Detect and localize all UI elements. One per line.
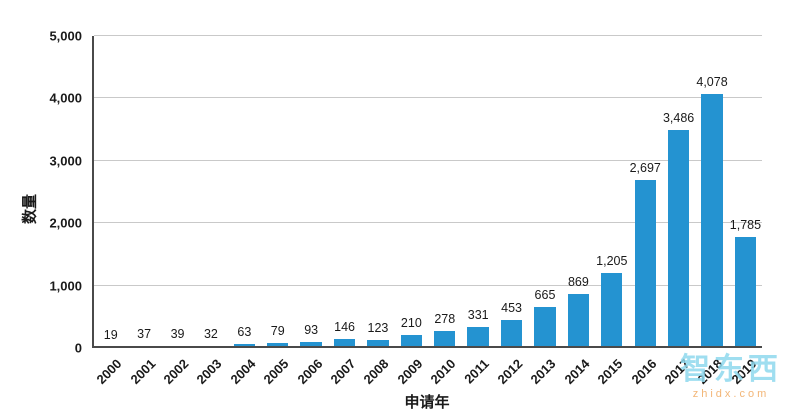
x-tick-label: 2014: [561, 356, 593, 388]
bar-slot: 79 2005: [261, 36, 294, 387]
value-label: 63: [237, 325, 252, 340]
bar-2007: [333, 338, 356, 348]
x-tick-label: 2018: [694, 356, 726, 388]
bar-slot: 39 2002: [160, 36, 194, 387]
bar-slot: 93 2006: [294, 36, 327, 387]
value-label: 453: [501, 300, 523, 315]
x-tick-label: 2007: [327, 356, 359, 388]
bar-2014: [567, 293, 590, 348]
bar-slot: 19 2000: [94, 36, 127, 387]
x-tick-label: 2006: [294, 356, 326, 388]
bar-2019: [734, 236, 757, 348]
bar-slot: 665 2013: [528, 36, 561, 388]
x-tick-label: 2015: [594, 356, 626, 388]
x-axis-label: 申请年: [404, 394, 450, 411]
y-tick-label: 1,000: [49, 278, 82, 294]
y-tick-label: 5,000: [49, 28, 82, 44]
y-axis-label: 数量: [21, 193, 39, 225]
value-label: 665: [534, 287, 556, 302]
x-tick-label: 2013: [527, 356, 559, 388]
gridline: [94, 97, 762, 99]
bar-slot: 869 2014: [561, 36, 595, 387]
value-label: 39: [170, 326, 185, 341]
value-label: 3,486: [662, 111, 695, 126]
bar-2008: [367, 340, 389, 348]
x-tick-label: 2017: [661, 356, 693, 388]
x-tick-label: 2009: [394, 356, 426, 388]
y-tick-label: 4,000: [49, 90, 82, 106]
bar-slot: 210 2009: [394, 36, 428, 387]
bar-2016: [634, 179, 656, 348]
gridline: [94, 159, 762, 161]
bar-slot: 32 2003: [194, 36, 227, 387]
bar-2017: [667, 130, 690, 348]
gridline: [94, 284, 762, 286]
y-tick-label: 3,000: [49, 153, 82, 169]
value-label: 331: [467, 308, 489, 323]
value-label: 19: [103, 327, 118, 342]
y-tick-label: 0: [74, 340, 82, 356]
x-tick-label: 2012: [494, 356, 526, 388]
x-tick-label: 2016: [628, 356, 660, 388]
gridline: [94, 35, 762, 36]
bar-slot: 453 2012: [494, 36, 528, 387]
x-tick-label: 2001: [127, 356, 159, 388]
x-tick-label: 2002: [160, 356, 192, 388]
plot-area: 19 2000 37 2001 39 2002 32 2003 63 2004 79 2005 93 20…: [49, 29, 762, 388]
bar-slot: 146 2007: [327, 36, 361, 387]
bar-2015: [601, 272, 623, 348]
x-tick-label: 2005: [260, 356, 292, 388]
bar-slot: 4,078 2018: [695, 36, 728, 388]
bar-slot: 37 2001: [127, 36, 160, 387]
bar-2009: [400, 334, 423, 348]
bar-2006: [300, 342, 322, 348]
bar-slot: 278 2010: [428, 36, 461, 387]
gridline: [94, 222, 762, 224]
value-label: 1,205: [596, 253, 628, 268]
x-tick-label: 2011: [461, 356, 493, 387]
value-label: 32: [203, 327, 218, 342]
bars-container: 19 2000 37 2001 39 2002 32 2003 63 2004 79 2005 93 20…: [94, 36, 762, 388]
x-axis-line: [94, 346, 762, 348]
bar-slot: 63 2004: [227, 36, 261, 387]
x-tick-label: 2010: [427, 356, 459, 388]
bar-2010: [434, 330, 456, 348]
value-label: 123: [367, 321, 389, 336]
bar-slot: 123 2008: [361, 36, 394, 387]
y-tick-label: 2,000: [49, 215, 82, 231]
value-label: 278: [434, 311, 456, 326]
value-label: 93: [304, 323, 319, 338]
x-tick-label: 2003: [193, 356, 225, 388]
value-label: 210: [400, 315, 422, 330]
x-tick-label: 2019: [728, 356, 760, 388]
value-label: 146: [334, 319, 355, 334]
x-tick-label: 2004: [227, 356, 259, 388]
bar-2005: [267, 343, 289, 348]
value-label: 2,697: [629, 160, 661, 175]
bar-2012: [500, 319, 523, 348]
value-label: 4,078: [696, 74, 728, 89]
value-label: 1,785: [729, 217, 762, 232]
bar-2013: [534, 306, 556, 348]
value-label: 79: [270, 324, 285, 339]
bar-slot: 1,785 2019: [728, 36, 762, 387]
bar-2011: [467, 327, 489, 348]
value-label: 37: [137, 326, 152, 341]
bar-slot: 1,205 2015: [595, 36, 628, 387]
bar-slot: 2,697 2016: [628, 36, 662, 387]
value-label: 869: [567, 274, 589, 289]
bar-slot: 3,486 2017: [662, 36, 695, 387]
bar-slot: 331 2011: [461, 36, 494, 386]
watermark-logo-text: 智东西: [680, 353, 782, 386]
bar-2018: [701, 93, 723, 348]
x-tick-label: 2000: [93, 356, 125, 388]
x-tick-label: 2008: [360, 356, 392, 388]
